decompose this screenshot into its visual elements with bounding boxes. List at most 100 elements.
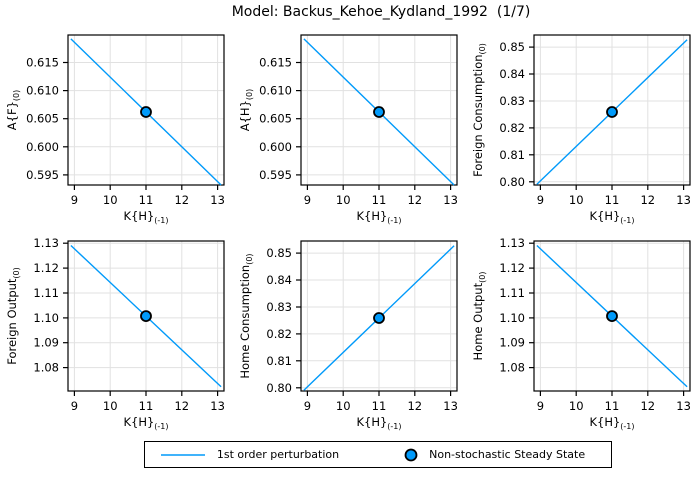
x-tick-label: 9 [537,193,544,207]
figure-title: Model: Backus_Kehoe_Kydland_1992 (1/7) [231,4,531,20]
x-tick-label: 13 [210,193,225,207]
subplot-canvas: 9 10 11 12 13 0.80 0.81 0.82 0.83 0.84 0.85 K{H}(-1… [238,240,458,431]
y-tick-label: 0.600 [259,140,292,154]
subplot-foreign-consumption: 9 10 11 12 13 0.80 0.81 0.82 0.83 0.84 0.85 K{H}(-1… [466,22,699,228]
steady-state-marker [373,312,385,324]
subplot-canvas: 9 10 11 12 13 0.595 0.600 0.605 0.610 0.615 K{H}(-… [5,34,225,225]
y-tick-label: 0.85 [266,246,292,260]
x-tick-label: 10 [569,399,584,413]
y-tick-label: 1.13 [499,236,525,250]
y-tick-label: 1.08 [33,361,59,375]
subplot-grid: 9 10 11 12 13 0.595 0.600 0.605 0.610 0.615 K{H}(-… [0,22,700,434]
x-tick-label: 11 [139,193,154,207]
x-tick-label: 12 [640,193,655,207]
y-tick-label: 0.610 [259,84,292,98]
x-axis-label: K{H}(-1) [123,415,168,431]
legend: 1st order perturbation Non-stochastic St… [143,441,613,468]
y-tick-label: 1.13 [33,236,59,250]
x-tick-label: 9 [537,399,544,413]
x-tick-label: 12 [174,193,189,207]
subplot-canvas: 9 10 11 12 13 0.595 0.600 0.605 0.610 0.615 K{H}(-… [238,34,458,225]
x-axis-label: K{H}(-1) [356,209,401,225]
x-tick-label: 13 [676,193,691,207]
y-axis-label: Home Output(0) [471,272,487,361]
y-tick-label: 0.615 [259,56,292,70]
y-tick-label: 1.09 [33,336,59,350]
y-tick-label: 0.615 [26,56,59,70]
x-tick-label: 9 [71,193,78,207]
x-tick-label: 11 [139,399,154,413]
y-tick-label: 0.83 [266,300,292,314]
y-tick-label: 0.605 [259,112,292,126]
subplot-canvas: 9 10 11 12 13 0.80 0.81 0.82 0.83 0.84 0.85 K{H}(-1… [471,34,691,225]
y-axis-label: Foreign Output(0) [5,267,21,365]
x-tick-label: 9 [304,193,311,207]
subplot-foreign-output: 9 10 11 12 13 1.08 1.09 1.10 1.11 1.12 1.13 K{H}(-1… [0,228,233,434]
y-tick-label: 0.83 [499,94,525,108]
y-axis-label: A{H}(0) [238,89,254,132]
y-tick-label: 0.600 [26,140,59,154]
x-tick-label: 11 [605,399,620,413]
steady-state-marker [140,106,152,118]
y-axis-label: Home Consumption(0) [238,253,254,378]
subplot-a-f: 9 10 11 12 13 0.595 0.600 0.605 0.610 0.615 K{H}(-… [0,22,233,228]
x-axis-label: K{H}(-1) [356,415,401,431]
legend-row: 1st order perturbation Non-stochastic St… [0,441,700,468]
x-tick-label: 13 [210,399,225,413]
steady-state-marker [606,310,618,322]
x-tick-label: 11 [372,399,387,413]
x-tick-label: 13 [443,193,458,207]
y-tick-label: 0.81 [499,148,525,162]
subplot-canvas: 9 10 11 12 13 1.08 1.09 1.10 1.11 1.12 1.13 K{H}(-1… [5,236,225,431]
legend-marker-label: Non-stochastic Steady State [429,448,586,461]
legend-entry-steady-state: Non-stochastic Steady State [403,447,585,463]
x-tick-label: 12 [407,193,422,207]
y-tick-label: 0.82 [499,121,525,135]
x-tick-label: 11 [605,193,620,207]
subplot-home-output: 9 10 11 12 13 1.08 1.09 1.10 1.11 1.12 1.13 K{H}(-1… [466,228,699,434]
y-tick-label: 0.82 [266,327,292,341]
x-tick-label: 10 [336,193,351,207]
y-tick-label: 1.08 [499,361,525,375]
x-axis-label: K{H}(-1) [589,415,634,431]
x-tick-label: 10 [103,193,118,207]
y-tick-label: 1.10 [499,311,525,325]
legend-line-label: 1st order perturbation [216,448,340,461]
x-tick-label: 13 [676,399,691,413]
y-axis-label: Foreign Consumption(0) [471,43,487,177]
x-tick-label: 10 [569,193,584,207]
y-tick-label: 0.80 [266,381,292,395]
y-tick-label: 0.80 [499,175,525,189]
steady-state-marker [140,310,152,322]
subplot-canvas: 9 10 11 12 13 1.08 1.09 1.10 1.11 1.12 1.13 K{H}(-1… [471,236,691,431]
steady-state-marker [606,106,618,118]
y-tick-label: 0.595 [26,168,59,182]
y-tick-label: 0.81 [266,354,292,368]
y-tick-label: 1.09 [499,336,525,350]
y-tick-label: 0.84 [266,273,292,287]
subplot-a-h: 9 10 11 12 13 0.595 0.600 0.605 0.610 0.615 K{H}(-… [233,22,466,228]
x-tick-label: 12 [174,399,189,413]
y-tick-label: 1.11 [499,286,525,300]
x-tick-label: 12 [407,399,422,413]
y-tick-label: 1.12 [33,261,59,275]
y-tick-label: 1.11 [33,286,59,300]
x-tick-label: 13 [443,399,458,413]
x-tick-label: 10 [103,399,118,413]
y-tick-label: 0.605 [26,112,59,126]
x-tick-label: 9 [71,399,78,413]
steady-state-marker-icon [404,448,418,461]
steady-state-marker [373,106,385,118]
x-tick-label: 9 [304,399,311,413]
x-tick-label: 12 [640,399,655,413]
x-tick-label: 10 [336,399,351,413]
y-tick-label: 1.10 [33,311,59,325]
line-sample-icon [160,453,205,456]
y-tick-label: 1.12 [499,261,525,275]
x-axis-label: K{H}(-1) [123,209,168,225]
y-axis-label: A{F}(0) [5,90,21,130]
x-tick-label: 11 [372,193,387,207]
y-tick-label: 0.85 [499,40,525,54]
legend-entry-perturbation: 1st order perturbation [159,448,339,462]
